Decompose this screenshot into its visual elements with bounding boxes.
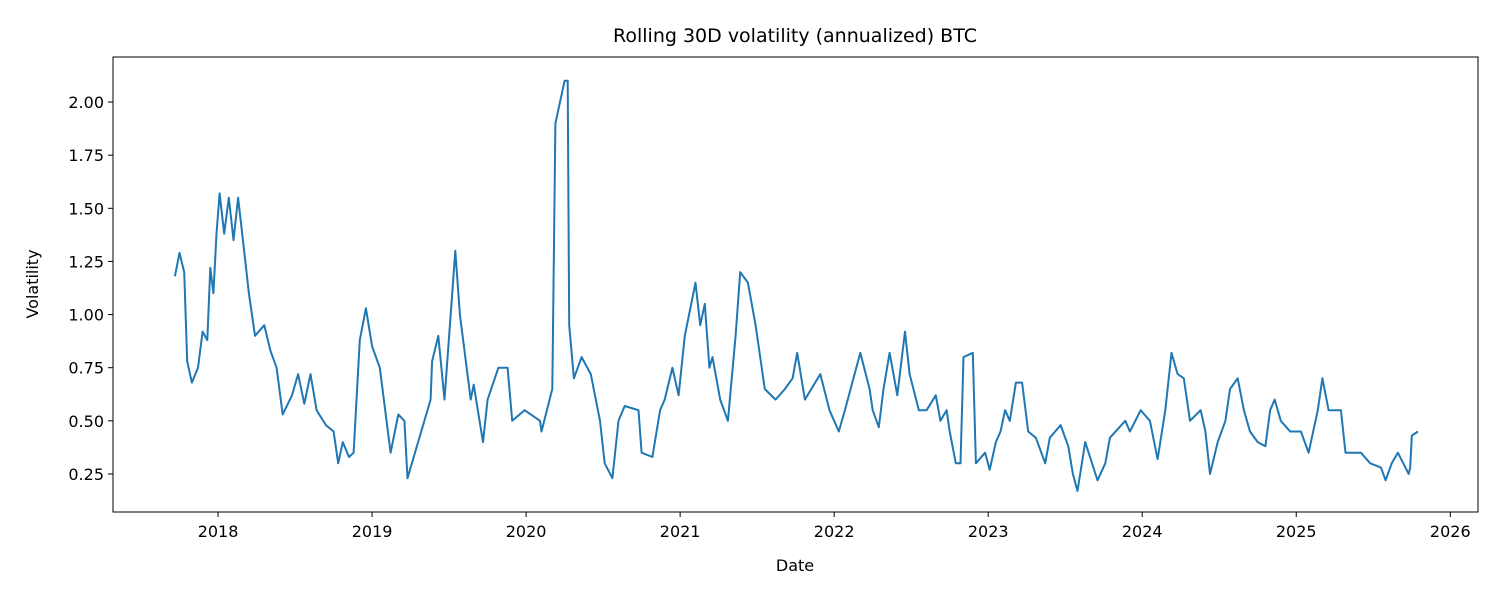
volatility-line [173, 79, 1419, 492]
x-tick-label: 2021 [660, 522, 701, 541]
x-tick-label: 2019 [352, 522, 393, 541]
x-tick-label: 2020 [506, 522, 547, 541]
plot-frame [112, 56, 1479, 513]
y-tick-label: 0.25 [68, 465, 104, 484]
y-tick-label: 1.50 [68, 199, 104, 218]
x-tick-label: 2018 [198, 522, 239, 541]
x-tick-label: 2025 [1276, 522, 1317, 541]
y-tick-label: 0.75 [68, 359, 104, 378]
y-tick-label: 2.00 [68, 93, 104, 112]
y-tick-label: 1.25 [68, 252, 104, 271]
x-tick-label: 2026 [1430, 522, 1471, 541]
x-tick-label: 2022 [814, 522, 855, 541]
x-tick-label: 2023 [968, 522, 1009, 541]
y-tick-label: 0.50 [68, 412, 104, 431]
x-tick-label: 2024 [1122, 522, 1163, 541]
chart-title: Rolling 30D volatility (annualized) BTC [613, 25, 977, 47]
y-tick-label: 1.00 [68, 306, 104, 325]
y-axis-label: Volatility [23, 249, 42, 318]
x-axis-label: Date [776, 556, 814, 575]
y-tick-label: 1.75 [68, 146, 104, 165]
